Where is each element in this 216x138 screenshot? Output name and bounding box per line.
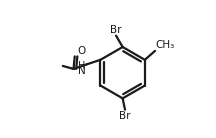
Text: H: H	[78, 61, 86, 71]
Text: Br: Br	[110, 25, 121, 35]
Text: O: O	[78, 46, 86, 56]
Text: CH₃: CH₃	[156, 40, 175, 50]
Text: Br: Br	[119, 111, 131, 121]
Text: N: N	[78, 66, 86, 76]
